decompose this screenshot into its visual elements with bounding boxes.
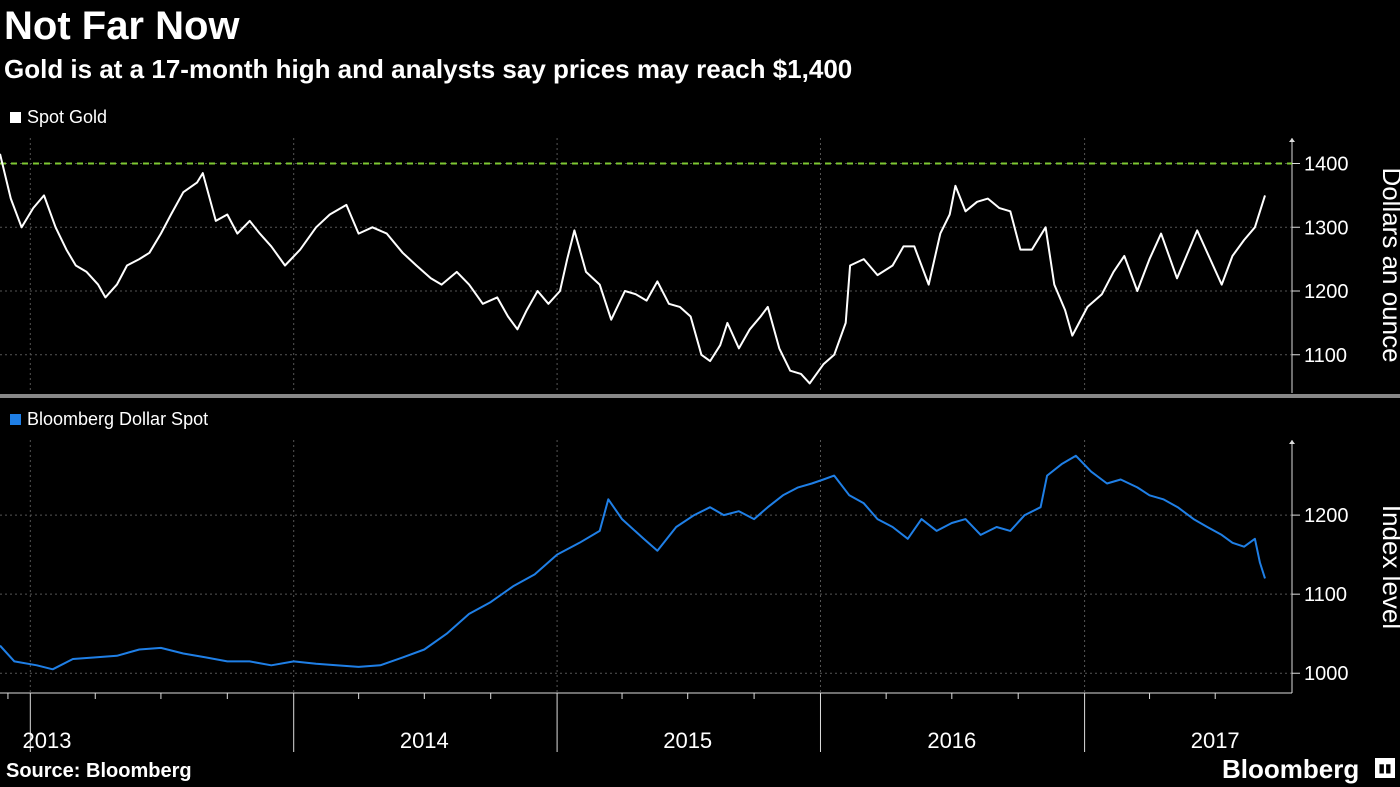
x-tick-label-2017: 2017 — [1191, 728, 1240, 753]
y-tick-label-0-1: 1300 — [1304, 217, 1349, 239]
legend-swatch-gold — [10, 112, 21, 123]
source-note: Source: Bloomberg — [6, 760, 192, 782]
y-axis-title-1: Index level — [1377, 505, 1400, 629]
chart-subtitle: Gold is at a 17-month high and analysts … — [4, 54, 853, 84]
x-tick-label-2015: 2015 — [663, 728, 712, 753]
y-tick-label-1-0: 1200 — [1304, 505, 1349, 527]
series-line-0 — [0, 153, 1266, 385]
x-tick-label-2016: 2016 — [927, 728, 976, 753]
y-tick-label-0-3: 1100 — [1304, 345, 1347, 367]
y-axis-arrow-0 — [1289, 138, 1295, 142]
legend-label-gold: Spot Gold — [27, 107, 108, 127]
series-line-1 — [0, 454, 1266, 671]
x-tick-label-2014: 2014 — [400, 728, 449, 753]
bloomberg-terminal-icon: ▮▮ — [1375, 758, 1395, 778]
y-axis-arrow-1 — [1289, 440, 1295, 444]
legend-spot-gold: Spot Gold — [10, 107, 107, 128]
y-axis-title-0: Dollars an ounce — [1377, 167, 1400, 362]
y-tick-label-1-1: 1100 — [1304, 584, 1347, 606]
legend-label-dollar: Bloomberg Dollar Spot — [27, 409, 209, 429]
chart-title: Not Far Now — [4, 4, 240, 48]
y-tick-label-0-0: 1400 — [1304, 154, 1349, 176]
y-tick-label-1-2: 1000 — [1304, 663, 1349, 685]
legend-dollar-spot: Bloomberg Dollar Spot — [10, 409, 208, 430]
bloomberg-logo: Bloomberg — [1222, 754, 1360, 784]
x-tick-label-2013: 2013 — [23, 728, 72, 753]
legend-swatch-dollar — [10, 414, 21, 425]
y-tick-label-0-2: 1200 — [1304, 281, 1349, 303]
panel-separator — [0, 394, 1400, 398]
